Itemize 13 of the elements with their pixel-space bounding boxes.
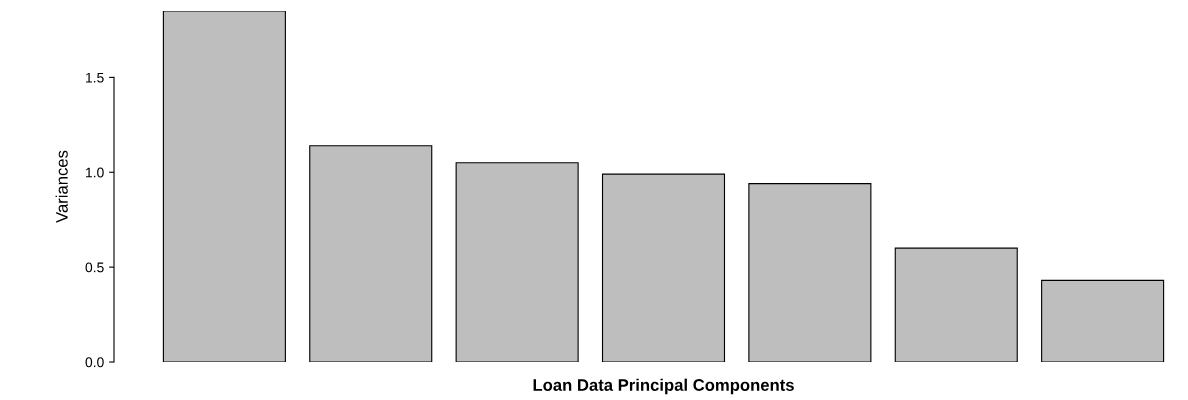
x-axis-title: Loan Data Principal Components [533, 378, 794, 395]
y-tick-label: 1.5 [86, 72, 104, 83]
bar [162, 11, 286, 362]
y-tick-label: 0.0 [85, 357, 104, 368]
bar [894, 247, 1018, 362]
bar [1041, 279, 1165, 362]
bar [309, 145, 433, 362]
bar [455, 162, 579, 362]
y-tick-label: 0.5 [85, 262, 104, 273]
y-axis-title: Variances [55, 150, 68, 223]
y-tick-label: 1.0 [86, 167, 104, 178]
bar [601, 173, 726, 362]
bar [748, 183, 872, 362]
